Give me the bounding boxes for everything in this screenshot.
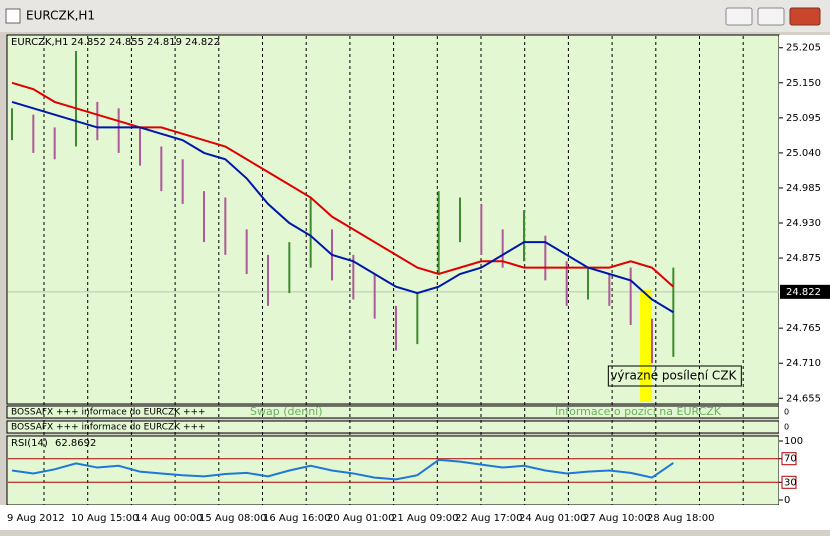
rsi-value: 62.8692 bbox=[55, 438, 96, 449]
close-button[interactable] bbox=[789, 7, 821, 26]
x-tick-label: 20 Aug 01:00 bbox=[327, 513, 394, 524]
y-tick-label: 24.930 bbox=[786, 218, 821, 229]
y-tick-label: 100 bbox=[784, 436, 803, 447]
y-tick-label: 24.765 bbox=[786, 323, 821, 334]
pane-axis-label: 0 bbox=[784, 423, 789, 432]
x-tick-label: 28 Aug 18:00 bbox=[647, 513, 714, 524]
window-icon bbox=[5, 8, 21, 24]
moving-average bbox=[11, 100, 674, 314]
y-tick-label: 25.150 bbox=[786, 78, 821, 89]
x-tick-label: 21 Aug 09:00 bbox=[391, 513, 458, 524]
x-tick-label: 16 Aug 16:00 bbox=[263, 513, 330, 524]
rsi-title: RSI(14) bbox=[11, 438, 48, 449]
pane-note: Informace o pozici na EURCZK bbox=[555, 405, 722, 418]
title-bar bbox=[0, 0, 830, 32]
x-tick-label: 9 Aug 2012 bbox=[7, 513, 65, 524]
y-tick-label: 24.985 bbox=[786, 183, 821, 194]
header-value: 24.819 bbox=[147, 37, 182, 48]
y-tick-label: 24.875 bbox=[786, 253, 821, 264]
level-box bbox=[781, 452, 797, 466]
header-value: 24.855 bbox=[109, 37, 144, 48]
annotation: výrazné posílení CZK bbox=[610, 369, 737, 383]
x-tick-label: 22 Aug 17:00 bbox=[455, 513, 522, 524]
y-tick-label: 24.710 bbox=[786, 358, 821, 369]
level-box bbox=[781, 475, 797, 489]
y-tick-label: 25.205 bbox=[786, 43, 821, 54]
highlight bbox=[640, 289, 652, 402]
pane-label: BOSSAFX +++ informace do EURCZK +++ bbox=[11, 408, 206, 418]
x-tick-label: 24 Aug 01:00 bbox=[519, 513, 586, 524]
header-value: 24.852 bbox=[71, 37, 106, 48]
x-tick-label: 27 Aug 10:00 bbox=[583, 513, 650, 524]
time-axis bbox=[0, 505, 779, 530]
current-price-box bbox=[780, 284, 830, 299]
minimize-button[interactable] bbox=[725, 7, 753, 26]
maximize-button[interactable] bbox=[757, 7, 785, 26]
chart-symbol: EURCZK,H1 bbox=[11, 37, 69, 48]
x-tick-label: 10 Aug 15:00 bbox=[71, 513, 138, 524]
rsi-line bbox=[11, 458, 674, 481]
annotation-box bbox=[607, 365, 742, 387]
y-tick-label: 25.040 bbox=[786, 148, 821, 159]
x-tick-label: 15 Aug 08:00 bbox=[199, 513, 266, 524]
y-tick-label: 30 bbox=[784, 477, 797, 488]
main-plot bbox=[6, 34, 780, 405]
header-value: 24.822 bbox=[185, 37, 220, 48]
pane-note: Swap (denní) bbox=[250, 405, 323, 418]
y-tick-label: 70 bbox=[784, 454, 797, 465]
price-axis bbox=[779, 35, 830, 530]
pane-axis-label: 0 bbox=[784, 408, 789, 417]
y-tick-label: 0 bbox=[784, 495, 790, 506]
moving-average bbox=[11, 81, 675, 288]
x-tick-label: 14 Aug 00:00 bbox=[135, 513, 202, 524]
pane-label: BOSSAFX +++ informace do EURCZK +++ bbox=[11, 423, 206, 433]
y-tick-label: 24.655 bbox=[786, 393, 821, 404]
current-price-label: 24.822 bbox=[786, 287, 821, 298]
y-tick-label: 25.095 bbox=[786, 113, 821, 124]
window-title: EURCZK,H1 bbox=[26, 9, 95, 23]
